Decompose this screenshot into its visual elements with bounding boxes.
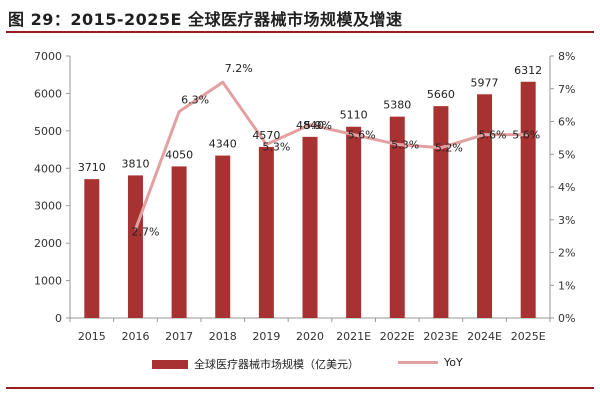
yoy-line xyxy=(134,80,529,231)
bar-value-label: 4340 xyxy=(209,138,237,151)
yoy-value-label: 6.3% xyxy=(181,94,209,107)
x-tick-label: 2025E xyxy=(511,330,546,343)
bar xyxy=(477,94,493,318)
y-right-tick-label: 4% xyxy=(558,181,575,194)
bar-value-label: 4050 xyxy=(165,148,193,161)
bar-value-label: 4570 xyxy=(252,129,280,142)
bar-value-label: 5380 xyxy=(383,99,411,112)
bar xyxy=(171,166,187,318)
y-left-tick-label: 5000 xyxy=(34,125,62,138)
yoy-value-label: 5.3% xyxy=(262,140,290,153)
x-tick-label: 2021E xyxy=(336,330,371,343)
y-right-tick-label: 0% xyxy=(558,312,575,325)
y-left-tick-label: 7000 xyxy=(34,50,62,63)
legend-item-line: YoY xyxy=(398,356,463,369)
bar-value-label: 5660 xyxy=(427,88,455,101)
y-left-tick-label: 2000 xyxy=(34,237,62,250)
x-tick-label: 2017 xyxy=(165,330,193,343)
yoy-value-label: 5.3% xyxy=(391,138,419,151)
y-right-tick-label: 1% xyxy=(558,279,575,292)
x-tick-label: 2020 xyxy=(296,330,324,343)
bar xyxy=(346,126,362,319)
legend-label-line: YoY xyxy=(444,356,463,369)
bar xyxy=(258,146,274,318)
bar-value-label: 6312 xyxy=(514,64,542,77)
bar xyxy=(520,81,536,318)
y-right-tick-label: 7% xyxy=(558,83,575,96)
bar xyxy=(389,116,405,319)
bar xyxy=(433,106,449,318)
legend-swatch-line xyxy=(398,361,438,364)
bottom-rule xyxy=(6,387,594,389)
yoy-value-label: 5.9% xyxy=(304,119,332,132)
y-right-tick-label: 6% xyxy=(558,116,575,129)
y-left-tick-label: 3000 xyxy=(34,200,62,213)
bar xyxy=(302,136,318,318)
y-right-tick-label: 3% xyxy=(558,214,575,227)
legend-label-bar: 全球医疗器械市场规模（亿美元） xyxy=(194,358,359,371)
yoy-value-label: 5.2% xyxy=(435,142,463,155)
bar-value-label: 5110 xyxy=(340,109,368,122)
bar-value-label: 5977 xyxy=(471,76,499,89)
legend-swatch-bar xyxy=(152,359,188,369)
bar xyxy=(215,155,231,318)
x-tick-label: 2016 xyxy=(121,330,149,343)
x-tick-label: 2019 xyxy=(252,330,280,343)
y-right-tick-label: 8% xyxy=(558,50,575,63)
yoy-value-label: 7.2% xyxy=(225,62,253,75)
x-tick-label: 2018 xyxy=(209,330,237,343)
bar-value-label: 4840 xyxy=(296,119,324,132)
y-left-tick-label: 4000 xyxy=(34,162,62,175)
chart-title: 图 29：2015-2025E 全球医疗器械市场规模及增速 xyxy=(8,10,403,29)
yoy-value-label: 5.6% xyxy=(512,129,540,142)
x-tick-label: 2024E xyxy=(467,330,502,343)
x-tick-label: 2015 xyxy=(78,330,106,343)
y-right-tick-label: 2% xyxy=(558,247,575,260)
x-tick-label: 2023E xyxy=(423,330,458,343)
bar-value-label: 3810 xyxy=(121,157,149,170)
bar xyxy=(127,175,143,318)
chart-legend: 全球医疗器械市场规模（亿美元） YoY xyxy=(0,354,600,376)
title-rule xyxy=(6,31,594,33)
figure-header: 图 29：2015-2025E 全球医疗器械市场规模及增速 xyxy=(0,0,600,40)
bar xyxy=(84,179,100,318)
yoy-value-label: 2.7% xyxy=(131,226,159,239)
yoy-value-label: 5.6% xyxy=(348,129,376,142)
y-left-tick-label: 0 xyxy=(55,312,62,325)
y-left-tick-label: 1000 xyxy=(34,275,62,288)
bar-value-label: 3710 xyxy=(78,161,106,174)
y-left-tick-label: 6000 xyxy=(34,87,62,100)
y-right-tick-label: 5% xyxy=(558,148,575,161)
yoy-value-label: 5.6% xyxy=(479,129,507,142)
legend-item-bar: 全球医疗器械市场规模（亿美元） xyxy=(152,356,359,372)
x-tick-label: 2022E xyxy=(380,330,415,343)
